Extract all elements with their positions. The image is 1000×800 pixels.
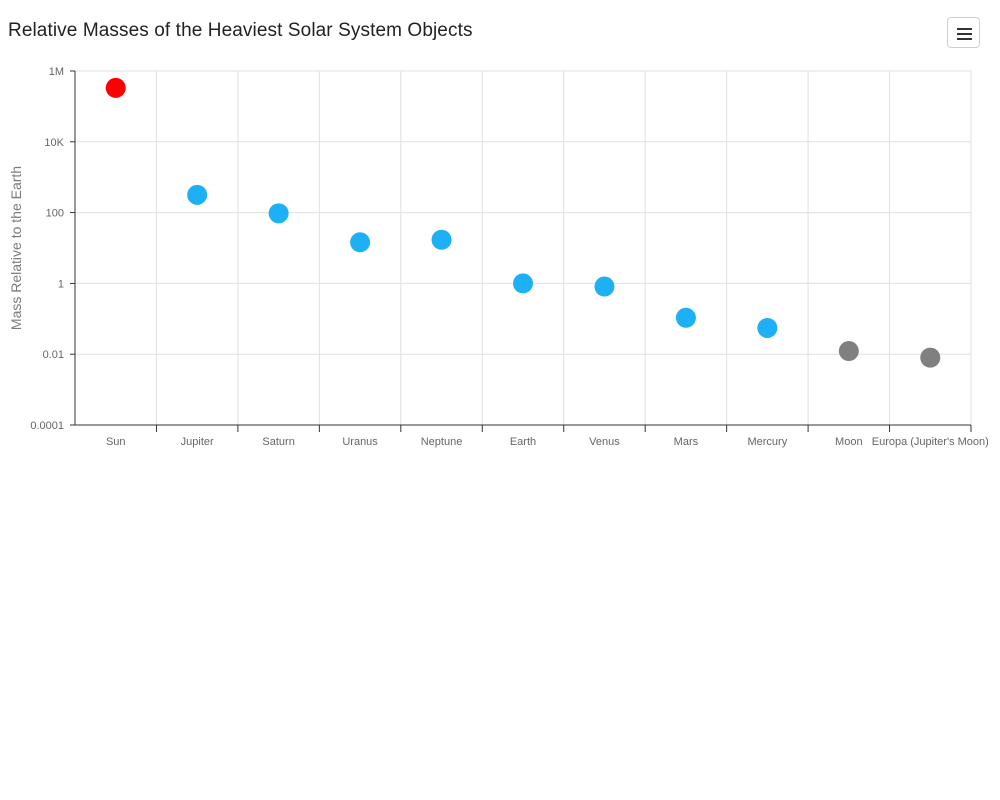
x-tick-label: Mercury [747,436,787,448]
y-tick-label: 100 [46,208,64,220]
data-point[interactable] [350,232,371,253]
data-point[interactable] [268,203,289,224]
x-tick-label: Earth [510,436,536,448]
y-tick-label: 0.01 [43,349,64,361]
x-tick-label: Saturn [262,436,294,448]
axes [70,70,972,432]
y-tick-label: 0.0001 [30,420,64,432]
hamburger-menu-icon [957,28,972,30]
data-point[interactable] [757,317,778,338]
data-point[interactable] [187,184,208,205]
y-tick-label: 10K [44,137,64,149]
x-tick-label: Neptune [421,436,463,448]
chart-title: Relative Masses of the Heaviest Solar Sy… [8,20,473,41]
x-tick-label: Sun [106,436,126,448]
y-tick-label: 1M [49,66,64,78]
data-point[interactable] [675,307,696,328]
data-point[interactable] [594,276,615,297]
y-tick-labels: 0.0001 0.01 1 100 10K 1M [30,66,64,432]
hamburger-menu-icon-bar [957,33,972,35]
x-tick-label: Venus [589,436,620,448]
menu-button[interactable] [947,17,980,48]
data-point[interactable] [838,341,859,362]
data-point[interactable] [431,229,452,250]
hamburger-menu-icon-bar [957,38,972,40]
y-tick-label: 1 [58,278,64,290]
data-point[interactable] [920,347,941,368]
x-tick-labels: Sun Jupiter Saturn Uranus Neptune Earth Venus M… [106,436,989,448]
x-tick-label: Europa (Jupiter's Moon) [872,436,989,448]
data-point[interactable] [513,273,533,294]
data-points [105,77,941,368]
y-axis-title: Mass Relative to the Earth [8,166,24,330]
grid [75,70,972,425]
x-tick-label: Uranus [342,436,378,448]
x-tick-label: Moon [835,436,863,448]
x-tick-label: Mars [674,436,699,448]
data-point[interactable] [105,77,126,98]
x-tick-label: Jupiter [181,436,214,448]
